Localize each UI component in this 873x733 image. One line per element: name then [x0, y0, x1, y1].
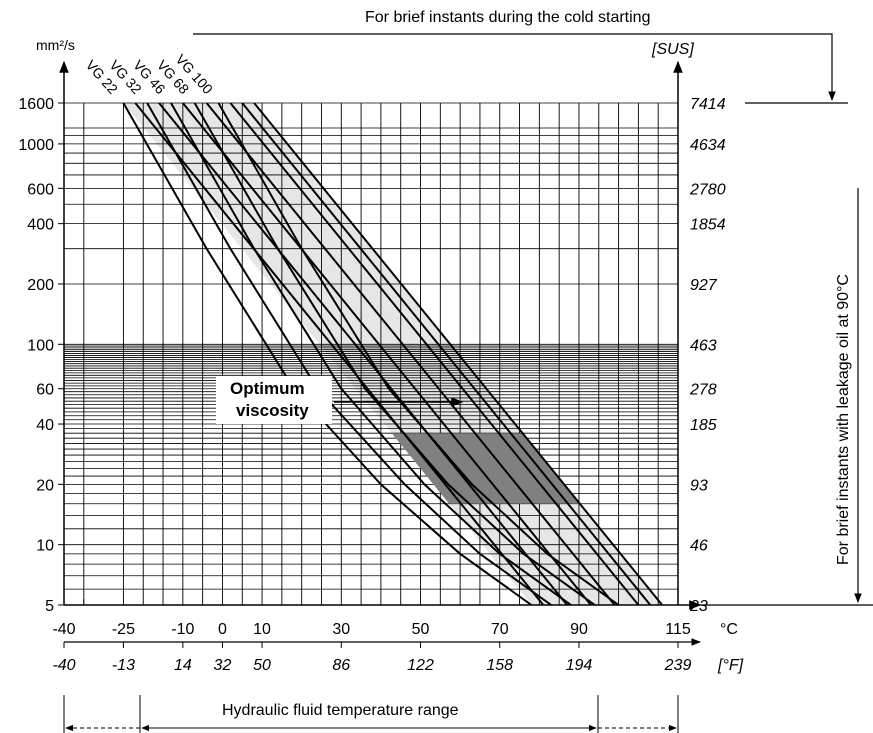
celsius-tick-label: 0 [218, 621, 227, 638]
y-tick-label: 20 [36, 477, 54, 494]
fahrenheit-tick-label: 239 [664, 657, 692, 674]
sus-tick-label: 23 [689, 598, 708, 615]
cold-start-label: For brief instants during the cold start… [365, 9, 650, 26]
y-tick-label: 1600 [18, 96, 54, 113]
optimum-annotation: Optimum viscosity [216, 376, 464, 424]
viscosity-line [253, 103, 663, 605]
fahrenheit-tick-label: 194 [566, 657, 593, 674]
viscosity-line [241, 103, 652, 605]
sus-tick-label: 1854 [690, 217, 726, 234]
fahrenheit-tick-label: 50 [253, 657, 271, 674]
fahrenheit-tick-label: 86 [332, 657, 350, 674]
y-tick-label: 60 [36, 382, 54, 399]
fahrenheit-tick-label: -13 [112, 657, 135, 674]
leakage-annotation: For brief instants with leakage oil at 9… [700, 188, 873, 606]
y-axis-label: mm²/s [36, 37, 75, 53]
celsius-tick-label: 70 [491, 621, 509, 638]
sus-tick-label: 278 [689, 382, 717, 399]
celsius-tick-label: 10 [253, 621, 271, 638]
viscosity-line [134, 103, 545, 605]
viscosity-band [194, 103, 615, 605]
optimum-region [391, 433, 580, 504]
x-axis-label: °C [720, 621, 738, 638]
celsius-tick-label: 50 [412, 621, 430, 638]
sus-tick-label: 927 [690, 277, 718, 294]
sus-tick-label: 2780 [689, 181, 726, 198]
fahrenheit-tick-label: 158 [486, 657, 513, 674]
optimum-label-line2: viscosity [236, 401, 309, 420]
fahrenheit-tick-labels: -40 -13 14 32 50 86 122 158 194 239 [52, 657, 691, 674]
celsius-tick-label: 30 [332, 621, 350, 638]
y-tick-label: 400 [27, 217, 54, 234]
fahrenheit-tick-label: 32 [214, 657, 232, 674]
y-tick-label: 40 [36, 417, 54, 434]
celsius-tick-label: -25 [112, 621, 135, 638]
viscosity-line [182, 103, 592, 605]
fahrenheit-tick-label: 122 [407, 657, 434, 674]
temperature-gridlines [83, 103, 659, 605]
y-tick-label: 10 [36, 538, 54, 555]
viscosity-grade-lines [122, 103, 663, 605]
viscosity-band [135, 103, 556, 605]
viscosity-bands [123, 103, 663, 605]
sus-tick-labels: 7414 4634 2780 1854 927 463 278 185 93 46 23 [689, 96, 726, 615]
cold-start-annotation: For brief instants during the cold start… [193, 9, 848, 104]
series-line-vg-46 [170, 103, 572, 605]
sus-tick-label: 463 [690, 337, 717, 354]
fahrenheit-tick-label: -40 [52, 657, 75, 674]
optimum-viscosity-region [391, 433, 580, 504]
leakage-label: For brief instants with leakage oil at 9… [835, 274, 852, 565]
sus-tick-label: 4634 [690, 137, 726, 154]
viscosity-line [158, 103, 568, 605]
viscosity-line [205, 103, 616, 605]
celsius-tick-label: -40 [52, 621, 75, 638]
y-tick-label: 600 [27, 181, 54, 198]
sus-tick-label: 185 [690, 417, 717, 434]
y-tick-labels: 1600 1000 600 400 200 100 60 40 20 10 5 [18, 96, 64, 615]
temperature-range-label: Hydraulic fluid temperature range [222, 702, 459, 719]
viscosity-line [229, 103, 640, 605]
celsius-tick-label: -10 [171, 621, 194, 638]
optimum-label-line1: Optimum [230, 379, 305, 398]
y-tick-label: 100 [27, 337, 54, 354]
y-tick-label: 200 [27, 277, 54, 294]
fahrenheit-tick-label: 14 [174, 657, 192, 674]
sus-tick-label: 93 [690, 477, 708, 494]
axes [59, 60, 702, 646]
series-line-vg-22 [122, 103, 532, 605]
viscosity-band [206, 103, 627, 605]
sus-tick-label: 46 [690, 538, 708, 555]
viscosity-band [147, 103, 568, 605]
sus-tick-label: 7414 [690, 96, 726, 113]
fahrenheit-axis-label: [°F] [717, 657, 744, 674]
celsius-tick-label: 90 [570, 621, 588, 638]
series-line-vg-32 [146, 103, 552, 605]
y-tick-label: 5 [45, 598, 54, 615]
sus-axis-label: [SUS] [651, 41, 694, 58]
celsius-tick-label: 115 [665, 621, 691, 638]
celsius-tick-labels: -40 -25 -10 0 10 30 50 70 90 115 [52, 621, 691, 648]
temperature-range-annotation: Hydraulic fluid temperature range [63, 695, 679, 733]
y-tick-label: 1000 [18, 137, 54, 154]
